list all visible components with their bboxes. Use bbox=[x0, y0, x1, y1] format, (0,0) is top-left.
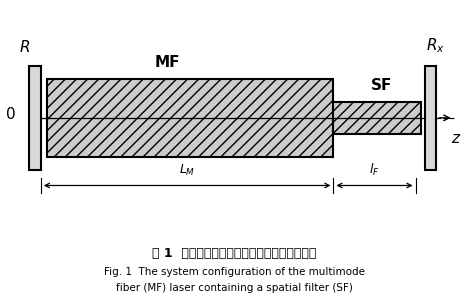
Text: $z$: $z$ bbox=[451, 131, 461, 146]
Text: 0: 0 bbox=[6, 107, 15, 123]
Bar bbox=[47, 79, 333, 157]
Text: 图 1  含光纤滤波器的多模光纤激光器装置系统: 图 1 含光纤滤波器的多模光纤激光器装置系统 bbox=[152, 247, 316, 260]
Text: $R_x$: $R_x$ bbox=[426, 36, 445, 54]
Bar bbox=[333, 102, 421, 134]
Text: $l_F$: $l_F$ bbox=[369, 162, 380, 178]
Text: SF: SF bbox=[371, 78, 393, 94]
Text: fiber (MF) laser containing a spatial filter (SF): fiber (MF) laser containing a spatial fi… bbox=[116, 283, 352, 293]
Text: MF: MF bbox=[154, 55, 180, 70]
Bar bbox=[425, 66, 436, 170]
Text: Fig. 1  The system configuration of the multimode: Fig. 1 The system configuration of the m… bbox=[103, 267, 365, 277]
Text: $L_M$: $L_M$ bbox=[179, 163, 195, 178]
Bar bbox=[29, 66, 41, 170]
Text: $R$: $R$ bbox=[19, 38, 30, 54]
